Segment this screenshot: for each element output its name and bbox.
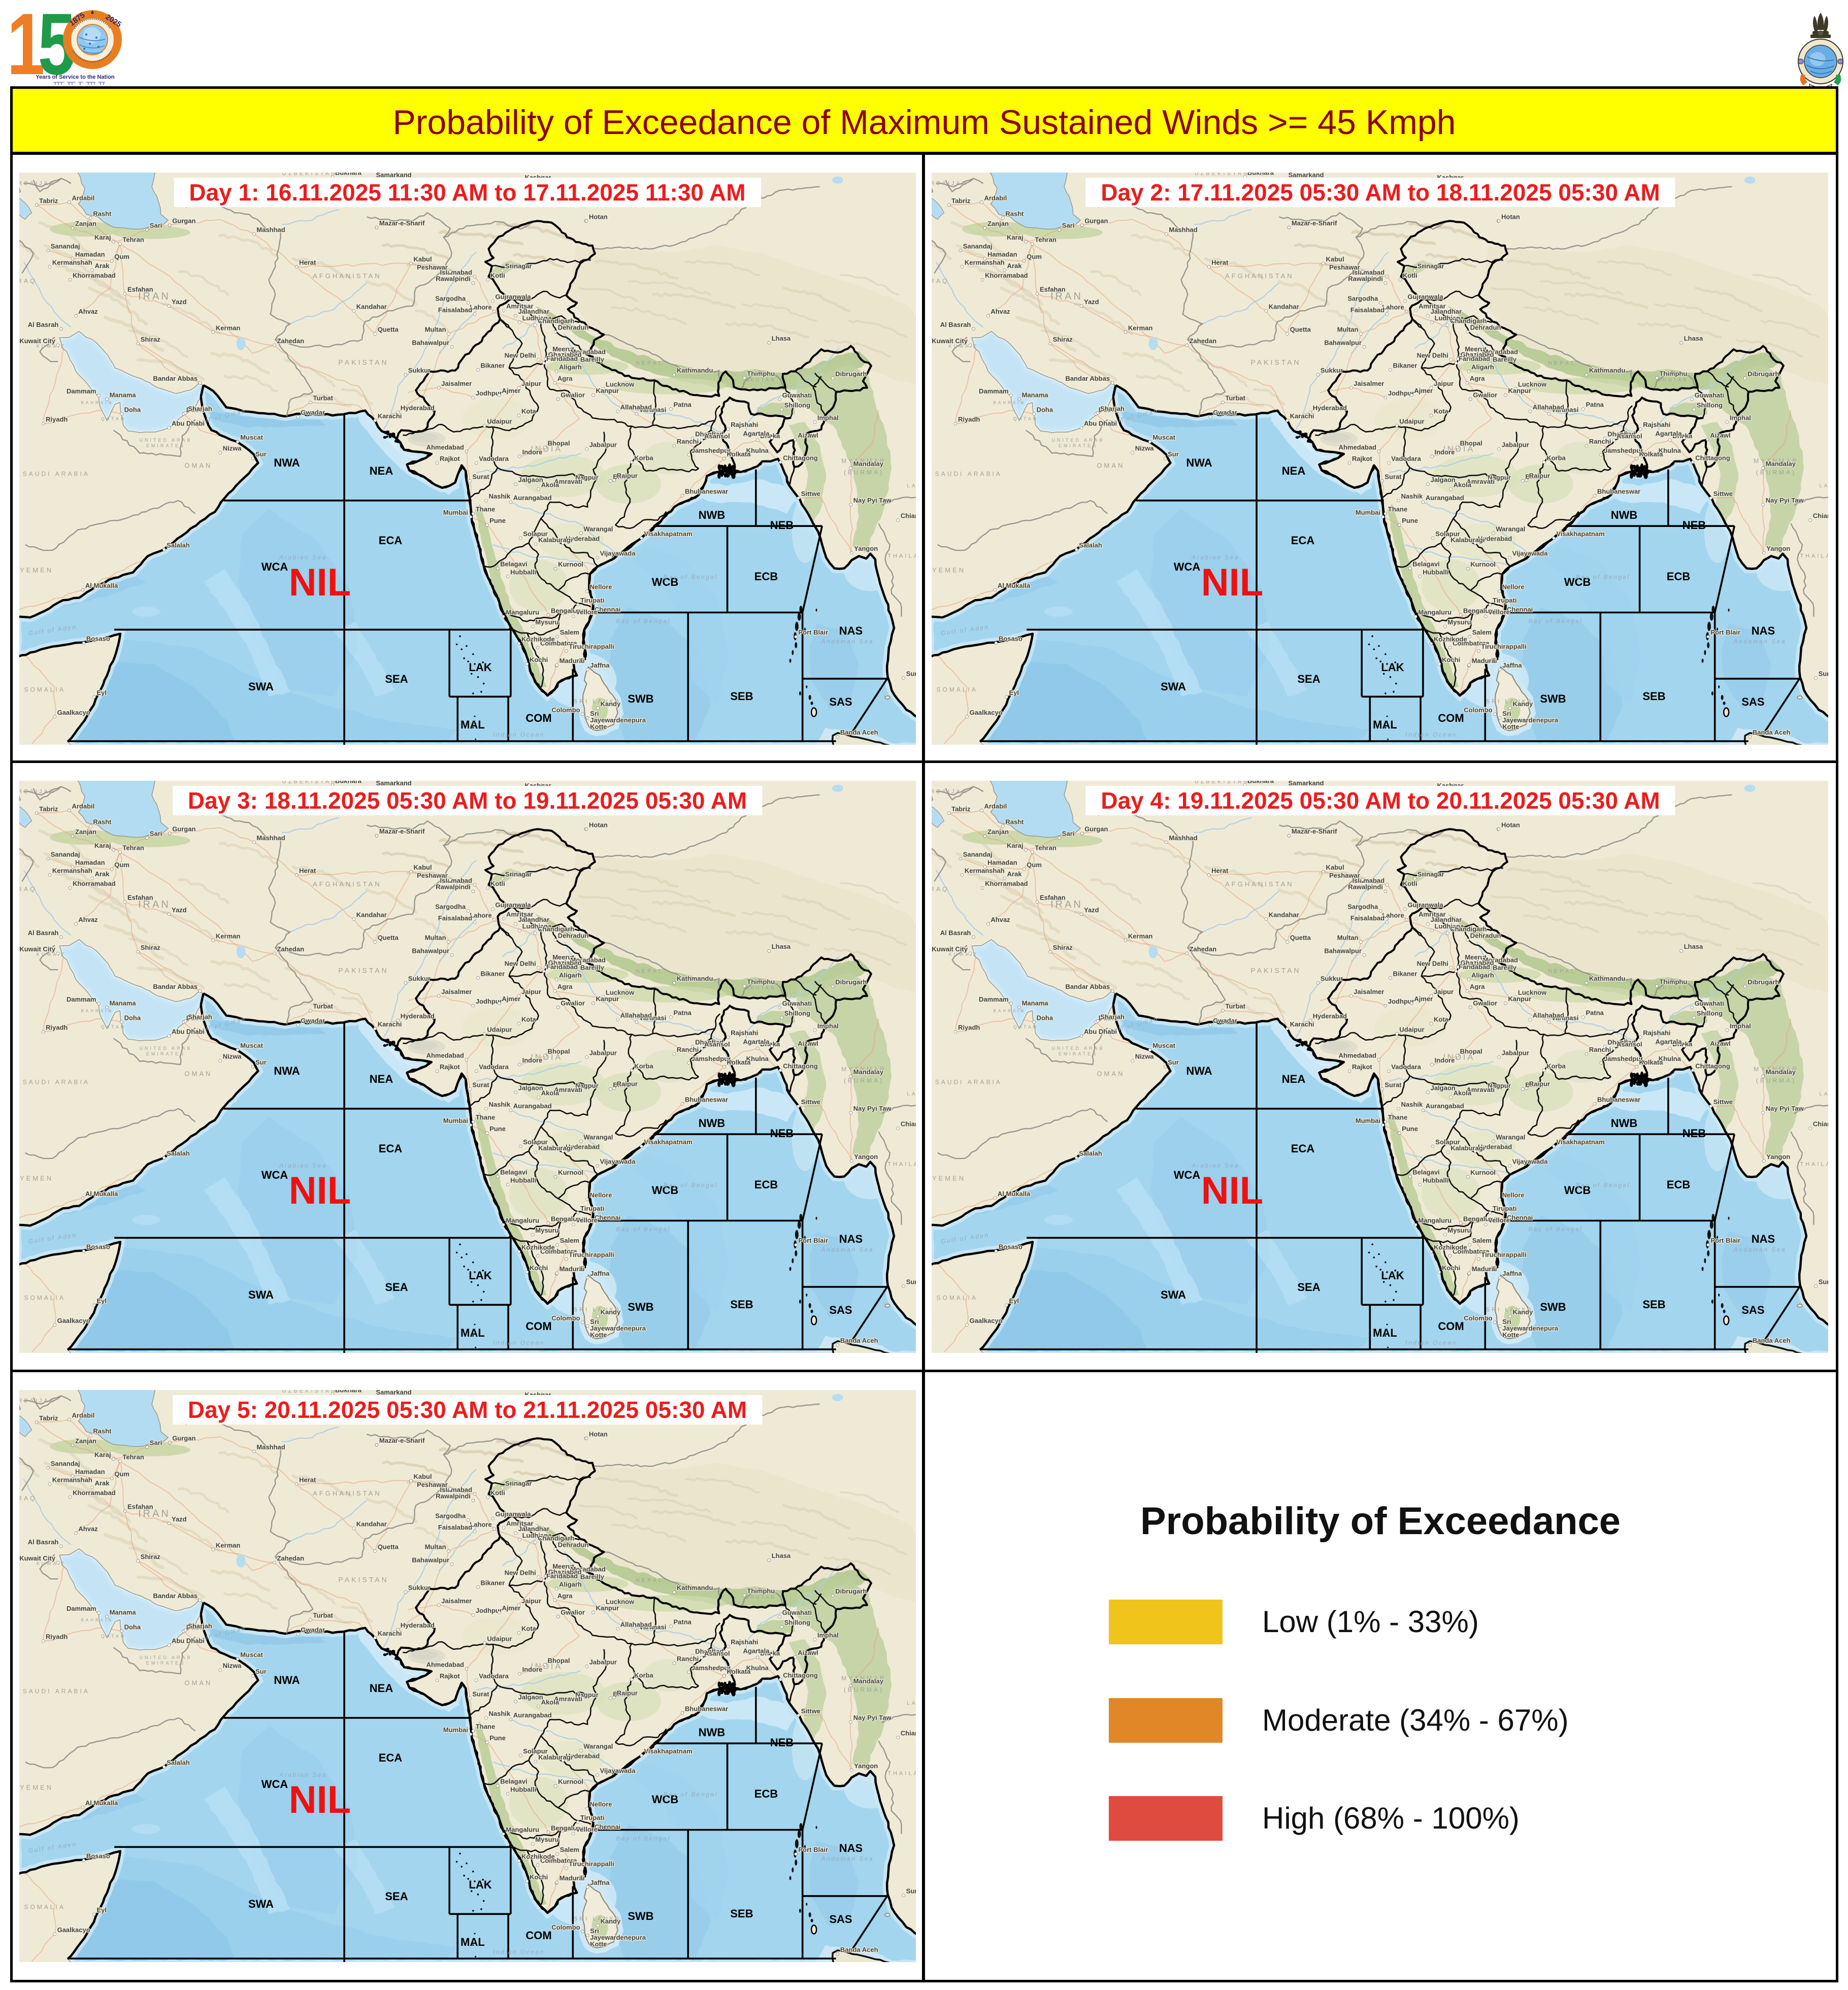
svg-text:Years of Service to the Nation: Years of Service to the Nation <box>36 74 115 80</box>
svg-text:1: 1 <box>10 8 45 89</box>
